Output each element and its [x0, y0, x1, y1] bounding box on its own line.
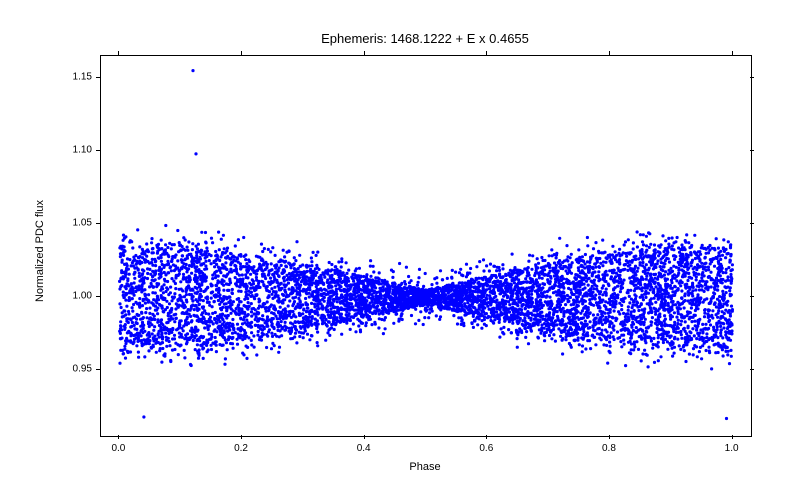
x-tick	[732, 435, 733, 439]
y-tick	[750, 150, 754, 151]
x-tick	[732, 51, 733, 55]
figure: Ephemeris: 1468.1222 + E x 0.4655 Phase …	[0, 0, 800, 500]
x-tick-label: 0.2	[234, 443, 248, 454]
y-tick	[750, 223, 754, 224]
x-tick	[364, 51, 365, 55]
y-tick-label: 1.10	[60, 145, 92, 156]
y-tick	[96, 77, 100, 78]
y-tick	[750, 296, 754, 297]
y-tick-label: 1.00	[60, 291, 92, 302]
x-tick-label: 0.6	[479, 443, 493, 454]
y-tick	[750, 369, 754, 370]
y-tick	[96, 150, 100, 151]
y-tick-label: 0.95	[60, 364, 92, 375]
x-tick	[118, 435, 119, 439]
x-tick-label: 0.8	[602, 443, 616, 454]
x-tick	[241, 51, 242, 55]
y-axis-label: Normalized PDC flux	[34, 61, 46, 441]
x-tick	[241, 435, 242, 439]
x-tick-label: 1.0	[725, 443, 739, 454]
x-tick	[486, 435, 487, 439]
x-tick-label: 0.0	[111, 443, 125, 454]
scatter-points	[101, 56, 751, 436]
chart-title: Ephemeris: 1468.1222 + E x 0.4655	[100, 31, 750, 46]
y-tick	[96, 223, 100, 224]
x-tick	[609, 51, 610, 55]
y-tick	[96, 369, 100, 370]
x-tick	[486, 51, 487, 55]
x-tick-label: 0.4	[357, 443, 371, 454]
x-tick	[364, 435, 365, 439]
x-tick	[609, 435, 610, 439]
y-tick	[96, 296, 100, 297]
plot-area	[100, 55, 752, 437]
y-tick-label: 1.05	[60, 218, 92, 229]
y-tick-label: 1.15	[60, 71, 92, 82]
x-axis-label: Phase	[100, 461, 750, 473]
y-tick	[750, 77, 754, 78]
x-tick	[118, 51, 119, 55]
